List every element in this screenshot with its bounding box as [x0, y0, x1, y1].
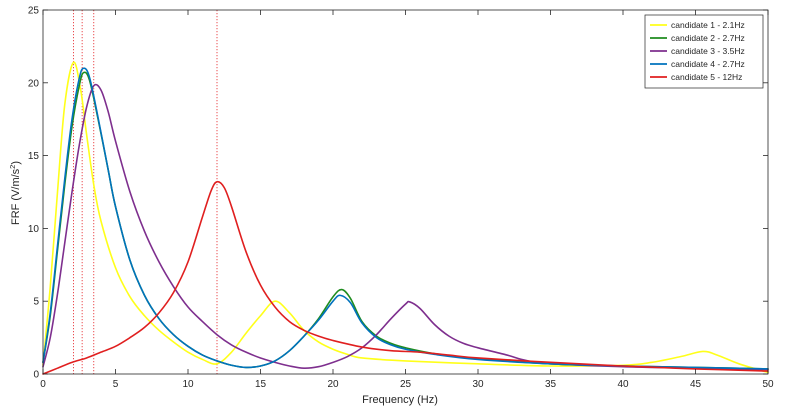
x-tick-label: 5 [113, 379, 119, 390]
x-tick-label: 10 [182, 379, 194, 390]
x-tick-label: 15 [255, 379, 267, 390]
y-tick-label: 25 [28, 6, 40, 17]
y-tick-label: 15 [28, 151, 40, 162]
series-layer [42, 61, 769, 375]
series-line-candidate-3 [42, 83, 769, 371]
x-tick-label: 0 [40, 379, 46, 390]
x-tick-label: 45 [690, 379, 702, 390]
legend-label-candidate-5: candidate 5 - 12Hz [671, 72, 742, 82]
y-axis-label-superscript: 2 [8, 165, 17, 169]
x-tick-label: 25 [400, 379, 412, 390]
legend-label-candidate-3: candidate 3 - 3.5Hz [671, 46, 745, 56]
x-axis-label: Frequency (Hz) [362, 394, 438, 406]
legend-label-candidate-2: candidate 2 - 2.7Hz [671, 33, 745, 43]
y-tick-label: 0 [33, 370, 39, 381]
legend: candidate 1 - 2.1Hz candidate 2 - 2.7Hz ca… [644, 14, 764, 89]
legend-label-candidate-1: candidate 1 - 2.1Hz [671, 20, 745, 30]
y-axis-label-close: ) [10, 161, 22, 165]
x-tick-label: 50 [762, 379, 774, 390]
y-axis-label-main: FRF (V/m/s [10, 168, 22, 225]
y-axis-label: FRF (V/m/s2) [8, 161, 22, 225]
x-axis-ticks: 0 5 10 15 20 25 30 35 40 45 50 [40, 10, 774, 390]
y-tick-label: 10 [28, 224, 40, 235]
x-tick-label: 35 [545, 379, 557, 390]
x-tick-label: 30 [472, 379, 484, 390]
series-line-candidate-5 [42, 180, 769, 375]
series-line-candidate-4 [42, 67, 769, 370]
legend-label-candidate-4: candidate 4 - 2.7Hz [671, 59, 745, 69]
y-tick-label: 20 [28, 78, 40, 89]
y-axis-ticks: 0 5 10 15 20 25 [28, 6, 768, 381]
x-tick-label: 20 [327, 379, 339, 390]
y-tick-label: 5 [33, 297, 39, 308]
x-tick-label: 40 [617, 379, 629, 390]
